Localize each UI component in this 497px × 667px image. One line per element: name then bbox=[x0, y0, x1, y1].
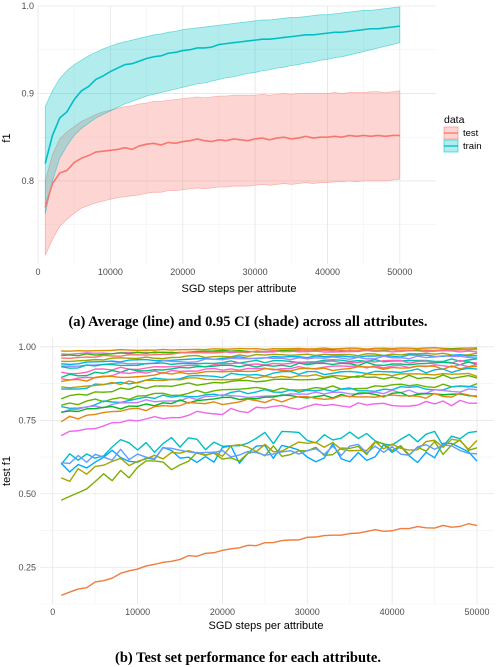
chart-panel-a: 0 10000 20000 30000 40000 50000 0.8 0.9 1.0 SGD… bbox=[1, 1, 481, 295]
x-tick-label: 0 bbox=[35, 267, 40, 277]
x-axis-label-a: SGD steps per attribute bbox=[182, 283, 297, 295]
caption-a: (a) Average (line) and 0.95 CI (shade) a… bbox=[68, 314, 427, 330]
attribute-line-9 bbox=[60, 361, 478, 379]
y-tick-label: 0.25 bbox=[18, 562, 36, 572]
caption-b: (b) Test set performance for each attrib… bbox=[115, 650, 381, 666]
x-tick-label: 10000 bbox=[98, 267, 123, 277]
attribute-line-1 bbox=[61, 347, 478, 352]
legend-label-train: train bbox=[463, 141, 481, 152]
attribute-line-5 bbox=[61, 353, 478, 366]
attribute-line-21 bbox=[60, 430, 478, 465]
y-tick-label: 0.50 bbox=[18, 489, 36, 499]
confidence-bands-a bbox=[44, 6, 401, 256]
attribute-line-6 bbox=[61, 355, 478, 367]
attribute-line-15 bbox=[61, 382, 478, 406]
legend-title: data bbox=[444, 114, 465, 126]
mean-lines-a bbox=[44, 25, 400, 208]
attribute-line-25 bbox=[61, 443, 478, 465]
chart-panel-b: 0 10000 20000 30000 40000 50000 0.25 0.50 0.75 1… bbox=[1, 338, 494, 632]
legend-label-test: test bbox=[463, 128, 479, 139]
y-axis-label-a: f1 bbox=[1, 133, 13, 142]
attribute-line-23 bbox=[60, 439, 478, 501]
x-tick-label: 30000 bbox=[295, 607, 320, 617]
legend-key-test bbox=[443, 126, 459, 140]
attribute-line-4 bbox=[61, 352, 478, 363]
legend: data test train bbox=[443, 114, 481, 153]
y-tick-labels-a: 0.8 0.9 1.0 bbox=[21, 1, 34, 186]
x-tick-label: 50000 bbox=[465, 607, 490, 617]
attribute-line-7 bbox=[61, 358, 478, 369]
y-tick-label: 1.0 bbox=[21, 1, 34, 11]
x-tick-label: 40000 bbox=[380, 607, 405, 617]
x-tick-label: 20000 bbox=[170, 267, 195, 277]
attribute-line-16 bbox=[61, 385, 478, 410]
x-tick-labels-b: 0 10000 20000 30000 40000 50000 bbox=[50, 607, 489, 617]
x-tick-label: 30000 bbox=[243, 267, 268, 277]
y-tick-labels-b: 0.25 0.50 0.75 1.00 bbox=[18, 342, 36, 572]
legend-key-train bbox=[443, 139, 459, 153]
attribute-line-12 bbox=[61, 367, 478, 390]
x-axis-label-b: SGD steps per attribute bbox=[209, 620, 324, 632]
y-axis-label-b: test f1 bbox=[1, 456, 13, 486]
attribute-lines-b bbox=[60, 347, 478, 597]
x-tick-label: 20000 bbox=[210, 607, 235, 617]
attribute-line-20 bbox=[60, 399, 478, 437]
x-tick-label: 0 bbox=[50, 607, 55, 617]
y-tick-label: 0.8 bbox=[21, 176, 34, 186]
y-tick-label: 0.75 bbox=[18, 415, 36, 425]
attribute-line-13 bbox=[61, 372, 478, 389]
x-tick-label: 50000 bbox=[387, 267, 412, 277]
attribute-line-17 bbox=[60, 388, 478, 414]
attribute-line-26 bbox=[60, 523, 478, 597]
attribute-line-14 bbox=[60, 374, 478, 400]
y-tick-label: 1.00 bbox=[18, 342, 36, 352]
attribute-line-11 bbox=[61, 365, 478, 383]
attribute-line-19 bbox=[60, 392, 478, 423]
x-tick-labels-a: 0 10000 20000 30000 40000 50000 bbox=[35, 267, 412, 277]
mean-line-test bbox=[44, 134, 400, 208]
attribute-line-3 bbox=[61, 348, 478, 360]
y-tick-label: 0.9 bbox=[21, 88, 34, 98]
ci-band-test bbox=[44, 90, 401, 256]
ci-band-train bbox=[44, 6, 401, 215]
attribute-line-24 bbox=[60, 438, 478, 483]
x-tick-label: 40000 bbox=[315, 267, 340, 277]
x-tick-label: 10000 bbox=[125, 607, 150, 617]
mean-line-train bbox=[44, 25, 400, 164]
